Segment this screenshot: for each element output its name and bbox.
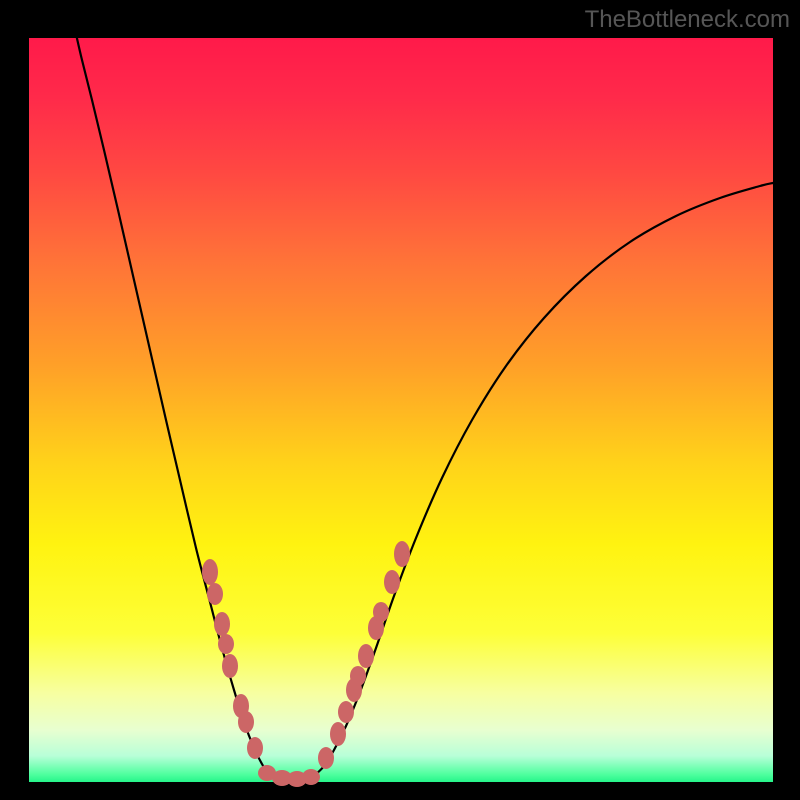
chart-gradient-background	[29, 38, 773, 782]
watermark-text: TheBottleneck.com	[585, 6, 790, 34]
chart-stage: TheBottleneck.com	[0, 0, 800, 800]
